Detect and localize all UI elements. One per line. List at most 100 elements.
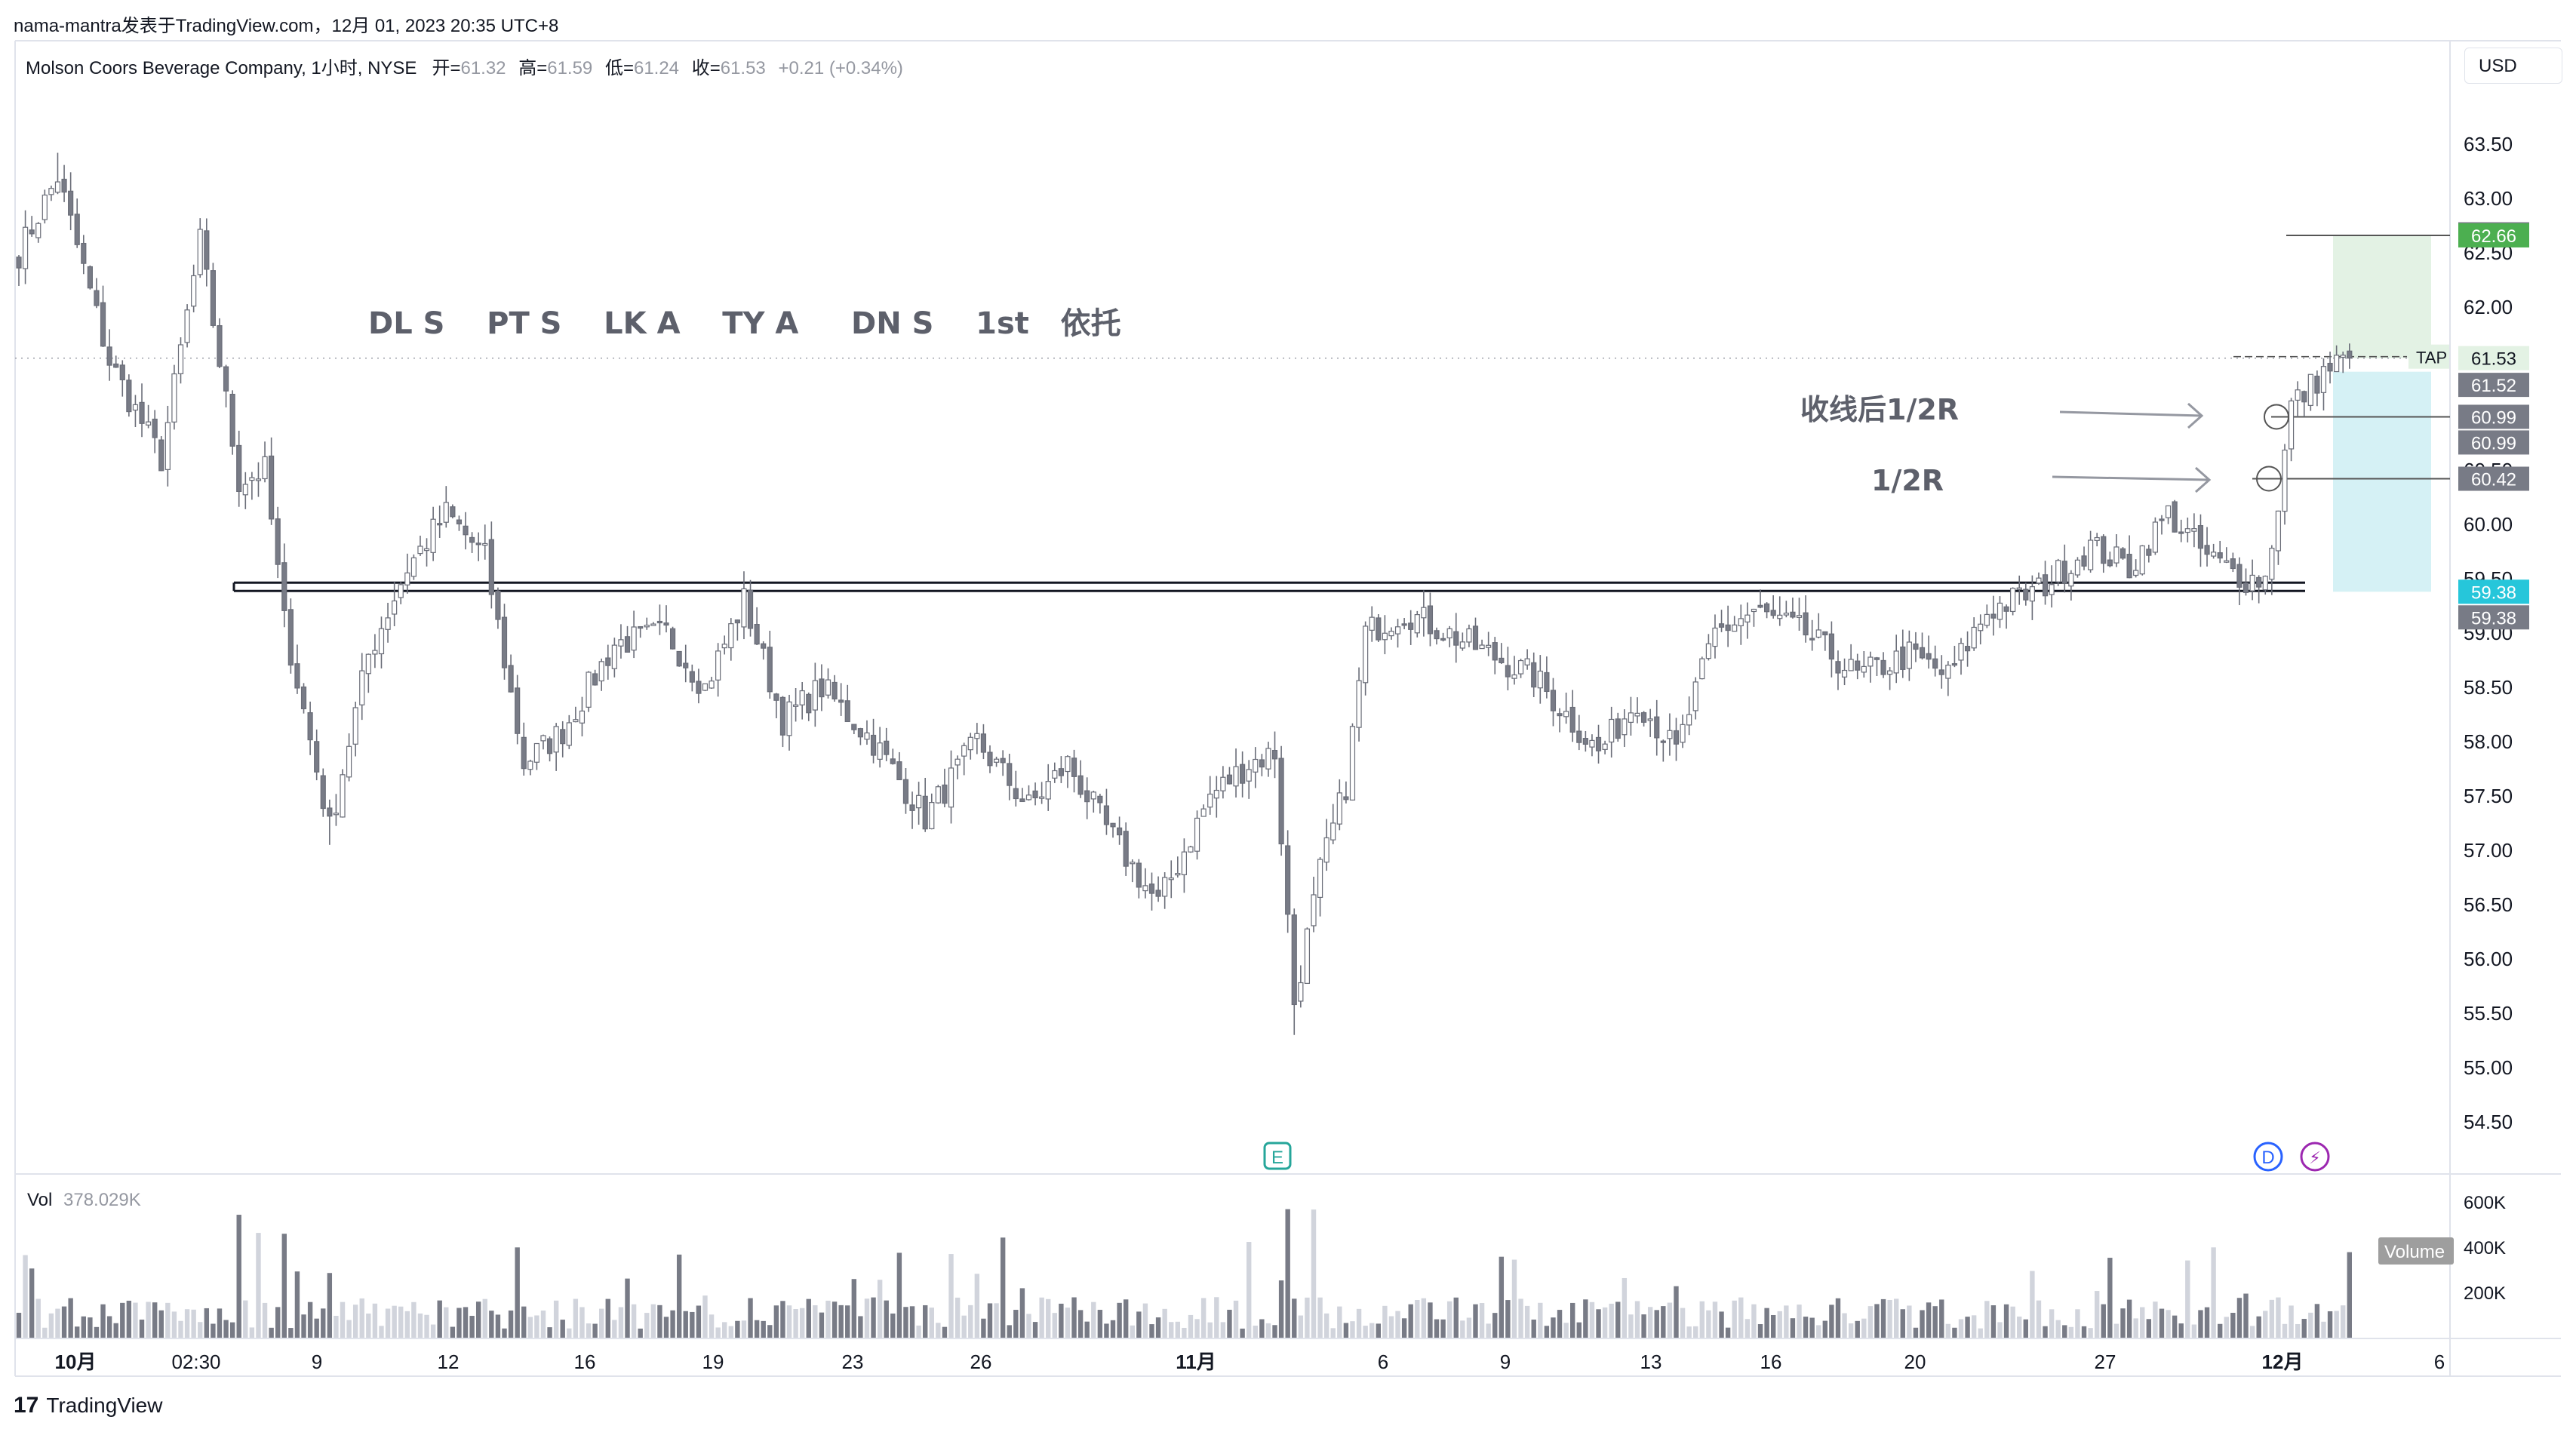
price-axis[interactable]: 63.5063.0062.5062.0061.5061.0060.5060.00… (2464, 133, 2513, 1133)
volume-bar (2172, 1315, 2178, 1338)
volume-bar (722, 1322, 727, 1338)
currency-button[interactable]: USD (2464, 48, 2562, 84)
volume-bar (2159, 1308, 2165, 1338)
volume-bar (1544, 1326, 1550, 1338)
candle-body (2191, 528, 2197, 532)
volume-bar (954, 1297, 961, 1338)
volume-bar (1117, 1302, 1122, 1338)
volume-bar (890, 1313, 896, 1338)
candle-body (1025, 794, 1032, 801)
candle-body (2088, 539, 2094, 570)
candle-body (1446, 628, 1452, 639)
candle-body (631, 626, 637, 651)
volume-bar (1563, 1323, 1569, 1338)
volume-bar (463, 1307, 469, 1338)
volume-bar (864, 1298, 870, 1338)
volume-bar (2295, 1323, 2301, 1338)
time-tick-label: 6 (1378, 1351, 1388, 1373)
candle-body (1667, 730, 1673, 739)
volume-bar (1674, 1286, 1679, 1338)
candle-body (734, 619, 740, 624)
candle-body (2269, 548, 2275, 580)
candle-body (437, 523, 443, 526)
candle-body (1660, 740, 1666, 743)
volume-bar (1751, 1304, 1757, 1338)
volume-bar (2218, 1323, 2223, 1338)
candle-body (877, 742, 883, 760)
volume-badge-bg (2378, 1237, 2454, 1265)
candle-body (884, 740, 890, 755)
time-axis[interactable]: 10月 02:30 9 12 16 19 23 26 11月 6 9 13 16 20 27 12月 6 (55, 1351, 2445, 1373)
price-label: 60.99 (2471, 407, 2516, 428)
price-tick-label: 63.00 (2464, 187, 2513, 210)
time-tick-label: 19 (702, 1351, 724, 1373)
time-tick-label: 9 (1500, 1351, 1511, 1373)
candle-body (1634, 712, 1640, 717)
volume-bar (1247, 1242, 1252, 1338)
volume-bar (482, 1298, 487, 1338)
candle-body (2236, 564, 2242, 588)
volume-bar (2075, 1309, 2080, 1338)
candle-body (2204, 545, 2210, 555)
candle-body (896, 761, 902, 781)
volume-bar (767, 1325, 773, 1338)
volume-bar (2062, 1325, 2067, 1338)
volume-bar (1285, 1209, 1290, 1338)
low-label: 低= (604, 58, 634, 78)
volume-bar (340, 1301, 346, 1338)
volume-bar (1880, 1298, 1886, 1338)
candle-body (1408, 622, 1414, 630)
volume-bar (1822, 1320, 1828, 1338)
volume-bar (1330, 1328, 1336, 1338)
candle-body (1369, 616, 1375, 631)
volume-bar (1220, 1322, 1226, 1338)
symbol-name[interactable]: Molson Coors Beverage Company, 1小时, NYSE (26, 58, 417, 78)
dividend-marker-label: D (2261, 1148, 2274, 1168)
volume-bar (2178, 1323, 2184, 1338)
volume-tick-label: 200K (2464, 1283, 2506, 1304)
candle-body (2242, 582, 2249, 593)
volume-bar (1059, 1303, 1064, 1338)
volume-bar (1446, 1301, 1452, 1338)
candle-body (1906, 641, 1912, 669)
candle-body (521, 736, 527, 770)
volume-bar (1920, 1310, 1925, 1338)
candle-body (1602, 743, 1608, 750)
candle-body (656, 620, 663, 624)
candle-body (262, 456, 268, 480)
volume-bar (1680, 1308, 1686, 1338)
price-tick-label: 60.00 (2464, 513, 2513, 536)
candle-body (423, 548, 430, 552)
candle-body (935, 786, 941, 804)
volume-bar (1369, 1323, 1375, 1338)
candle-body (508, 665, 514, 693)
volume-bar (1809, 1317, 1815, 1338)
price-label: 61.52 (2471, 376, 2516, 396)
candle-body (605, 657, 611, 666)
chart-frame (14, 40, 2561, 1377)
candle-body (1363, 625, 1369, 684)
volume-bar (1757, 1324, 1763, 1338)
volume-bar (1654, 1310, 1659, 1338)
volume-bar (1693, 1326, 1698, 1338)
candle-body (1958, 643, 1964, 661)
candle-body (838, 699, 844, 703)
candle-body (1240, 764, 1246, 784)
candle-body (663, 622, 669, 626)
arrow-half-r-head (2195, 466, 2212, 493)
candle-body (1699, 658, 1705, 680)
candle-body (954, 758, 961, 766)
volume-tick-label: 400K (2464, 1238, 2506, 1258)
volume-bar (838, 1305, 844, 1338)
volume-bar (670, 1310, 675, 1338)
volume-bar (1589, 1301, 1595, 1338)
dividend-marker-icon (2253, 1142, 2283, 1172)
candle-body (1466, 628, 1472, 643)
candle-body (2126, 554, 2132, 579)
volume-bar (2185, 1260, 2190, 1338)
candle-body (553, 726, 559, 753)
volume-bar (1182, 1327, 1187, 1338)
candle-body (2068, 573, 2074, 587)
volume-bar (1971, 1315, 1977, 1338)
